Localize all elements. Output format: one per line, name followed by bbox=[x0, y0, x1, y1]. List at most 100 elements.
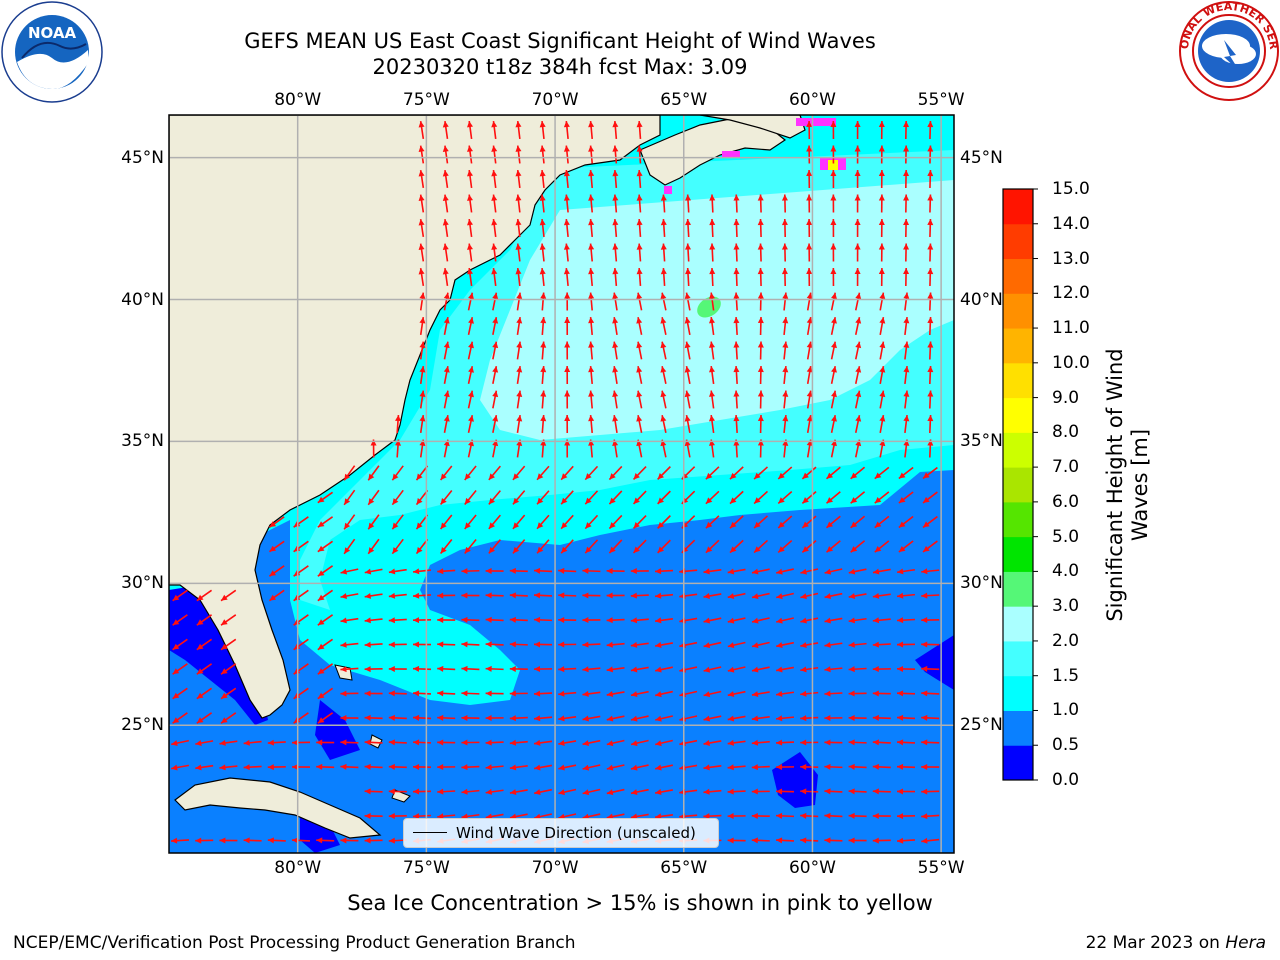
wave-direction-arrow bbox=[757, 316, 764, 336]
wave-direction-arrow bbox=[582, 592, 601, 599]
land-maritimes bbox=[639, 117, 787, 186]
wave-direction-arrow bbox=[921, 788, 940, 795]
wave-direction-arrow bbox=[461, 665, 480, 672]
wave-direction-arrow bbox=[340, 763, 359, 770]
wave-direction-arrow bbox=[850, 466, 866, 480]
wave-direction-arrow bbox=[655, 690, 673, 698]
wave-direction-arrow bbox=[733, 316, 740, 336]
wave-direction-arrow bbox=[630, 764, 649, 771]
wave-direction-arrow bbox=[220, 638, 237, 651]
wave-direction-arrow bbox=[539, 120, 546, 140]
colorbar-tick-label: 8.0 bbox=[1052, 422, 1080, 443]
wave-direction-arrow bbox=[729, 490, 744, 505]
wave-direction-arrow bbox=[806, 120, 813, 140]
wave-direction-arrow bbox=[558, 592, 577, 599]
nws-logo-icon: NATIONAL WEATHER SERVICE bbox=[1178, 0, 1280, 101]
wave-direction-arrow bbox=[442, 267, 449, 287]
wave-direction-arrow bbox=[340, 690, 359, 697]
lat-tick-label: 30°N bbox=[121, 573, 164, 594]
wave-direction-arrow bbox=[800, 812, 819, 819]
wave-direction-arrow bbox=[775, 715, 795, 722]
wave-direction-arrow bbox=[317, 663, 334, 675]
colorbar-tick-label: 12.0 bbox=[1052, 283, 1090, 304]
wave-direction-arrow bbox=[922, 491, 938, 504]
wave-direction-arrow bbox=[921, 714, 940, 721]
wave-direction-arrow bbox=[825, 466, 841, 480]
wave-direction-arrow bbox=[442, 243, 449, 262]
colorbar-swatch bbox=[1003, 293, 1033, 329]
wave-direction-arrow bbox=[515, 218, 522, 238]
wave-direction-arrow bbox=[800, 763, 819, 770]
wave-direction-arrow bbox=[775, 666, 795, 673]
wave-direction-arrow bbox=[467, 218, 473, 238]
wave-direction-arrow bbox=[660, 390, 667, 409]
wave-direction-arrow bbox=[782, 365, 789, 385]
wave-direction-arrow bbox=[927, 316, 934, 336]
wave-direction-arrow bbox=[437, 739, 456, 746]
wave-direction-arrow bbox=[636, 292, 643, 311]
wave-direction-arrow bbox=[364, 714, 383, 721]
wave-direction-arrow bbox=[461, 568, 480, 575]
wave-direction-arrow bbox=[848, 739, 867, 746]
wave-direction-arrow bbox=[196, 614, 213, 626]
wave-direction-arrow bbox=[848, 666, 867, 673]
wave-direction-arrow bbox=[751, 641, 770, 649]
wave-direction-arrow bbox=[654, 568, 674, 575]
wave-direction-arrow bbox=[800, 715, 819, 722]
wave-direction-arrow bbox=[757, 267, 764, 287]
wave-direction-arrow bbox=[533, 616, 553, 623]
wave-direction-arrow bbox=[824, 592, 843, 600]
wave-direction-arrow bbox=[509, 567, 528, 574]
lon-tick-label: 80°W bbox=[274, 858, 322, 878]
wave-direction-arrow bbox=[515, 194, 522, 213]
lat-tick-label: 40°N bbox=[121, 289, 164, 310]
wave-direction-arrow bbox=[872, 568, 891, 575]
wave-direction-arrow bbox=[903, 341, 910, 360]
wave-direction-arrow bbox=[439, 489, 453, 506]
wave-direction-arrow bbox=[848, 788, 867, 795]
wave-direction-arrow bbox=[878, 243, 885, 262]
wave-direction-arrow bbox=[533, 715, 553, 722]
wave-direction-arrow bbox=[806, 194, 813, 213]
wave-direction-arrow bbox=[588, 120, 595, 140]
wave-direction-arrow bbox=[418, 218, 425, 238]
wave-direction-arrow bbox=[878, 218, 885, 238]
colorbar-swatch bbox=[1003, 258, 1033, 294]
wave-direction-arrow bbox=[533, 592, 553, 599]
wave-direction-arrow bbox=[655, 666, 673, 673]
colorbar-swatch bbox=[1003, 571, 1033, 607]
wave-direction-arrow bbox=[172, 638, 188, 651]
wave-direction-arrow bbox=[317, 491, 334, 504]
wave-direction-arrow bbox=[830, 267, 837, 287]
land-bahamas bbox=[391, 789, 411, 803]
wave-direction-arrow bbox=[196, 687, 213, 700]
wave-direction-arrow bbox=[563, 218, 570, 238]
wave-direction-arrow bbox=[467, 267, 473, 287]
wave-direction-arrow bbox=[340, 837, 359, 844]
wave-direction-arrow bbox=[800, 690, 819, 697]
wave-direction-arrow bbox=[418, 169, 425, 189]
wave-direction-arrow bbox=[921, 739, 940, 746]
wave-direction-arrow bbox=[364, 641, 383, 648]
wave-direction-arrow bbox=[854, 194, 861, 213]
wave-direction-arrow bbox=[824, 568, 843, 575]
wave-direction-arrow bbox=[824, 763, 843, 770]
wave-direction-arrow bbox=[757, 341, 764, 360]
wave-direction-arrow bbox=[654, 592, 674, 599]
wave-direction-arrow bbox=[898, 466, 914, 480]
wave-direction-arrow bbox=[824, 739, 843, 746]
wave-direction-arrow bbox=[733, 414, 740, 434]
wave-direction-arrow bbox=[703, 666, 722, 673]
wave-direction-arrow bbox=[727, 592, 746, 600]
wave-direction-arrow bbox=[516, 390, 523, 409]
wave-direction-arrow bbox=[492, 341, 499, 360]
wave-direction-arrow bbox=[705, 515, 720, 529]
wave-direction-arrow bbox=[268, 540, 285, 553]
wave-direction-arrow bbox=[655, 715, 673, 722]
wave-direction-arrow bbox=[850, 540, 866, 553]
wave-direction-arrow bbox=[540, 365, 547, 385]
wave-direction-arrow bbox=[927, 169, 934, 189]
wave-direction-arrow bbox=[751, 812, 770, 819]
wave-direction-arrow bbox=[630, 690, 649, 698]
